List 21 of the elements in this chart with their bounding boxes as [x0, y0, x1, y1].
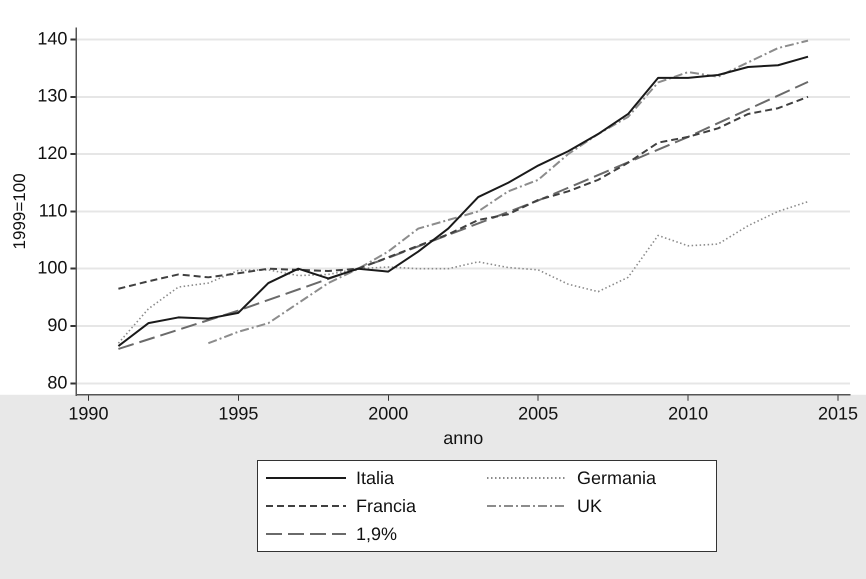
y-tick-label: 110	[38, 200, 68, 220]
x-tick-label: 2015	[818, 404, 858, 424]
legend-label: Francia	[356, 496, 416, 516]
x-tick-label: 2000	[368, 404, 408, 424]
x-tick-label: 1990	[68, 404, 108, 424]
y-tick-label: 120	[37, 143, 68, 164]
legend-label: 1,9%	[356, 524, 398, 544]
y-tick-label: 100	[37, 258, 68, 278]
y-tick-label: 130	[37, 86, 68, 106]
x-tick-label: 2005	[518, 404, 558, 424]
x-tick-label: 1995	[218, 404, 258, 424]
legend-label: Italia	[356, 468, 394, 488]
legend-label: UK	[577, 496, 602, 516]
x-tick-label: 2010	[668, 404, 708, 424]
line-series	[117, 96, 810, 290]
legend-label: Germania	[577, 468, 656, 488]
y-tick-label: 80	[47, 372, 68, 392]
y-axis-title: 1999=100	[10, 173, 29, 250]
x-axis-title: anno	[443, 428, 484, 448]
y-tick-label: 140	[37, 28, 68, 48]
y-tick-label: 90	[47, 314, 68, 335]
